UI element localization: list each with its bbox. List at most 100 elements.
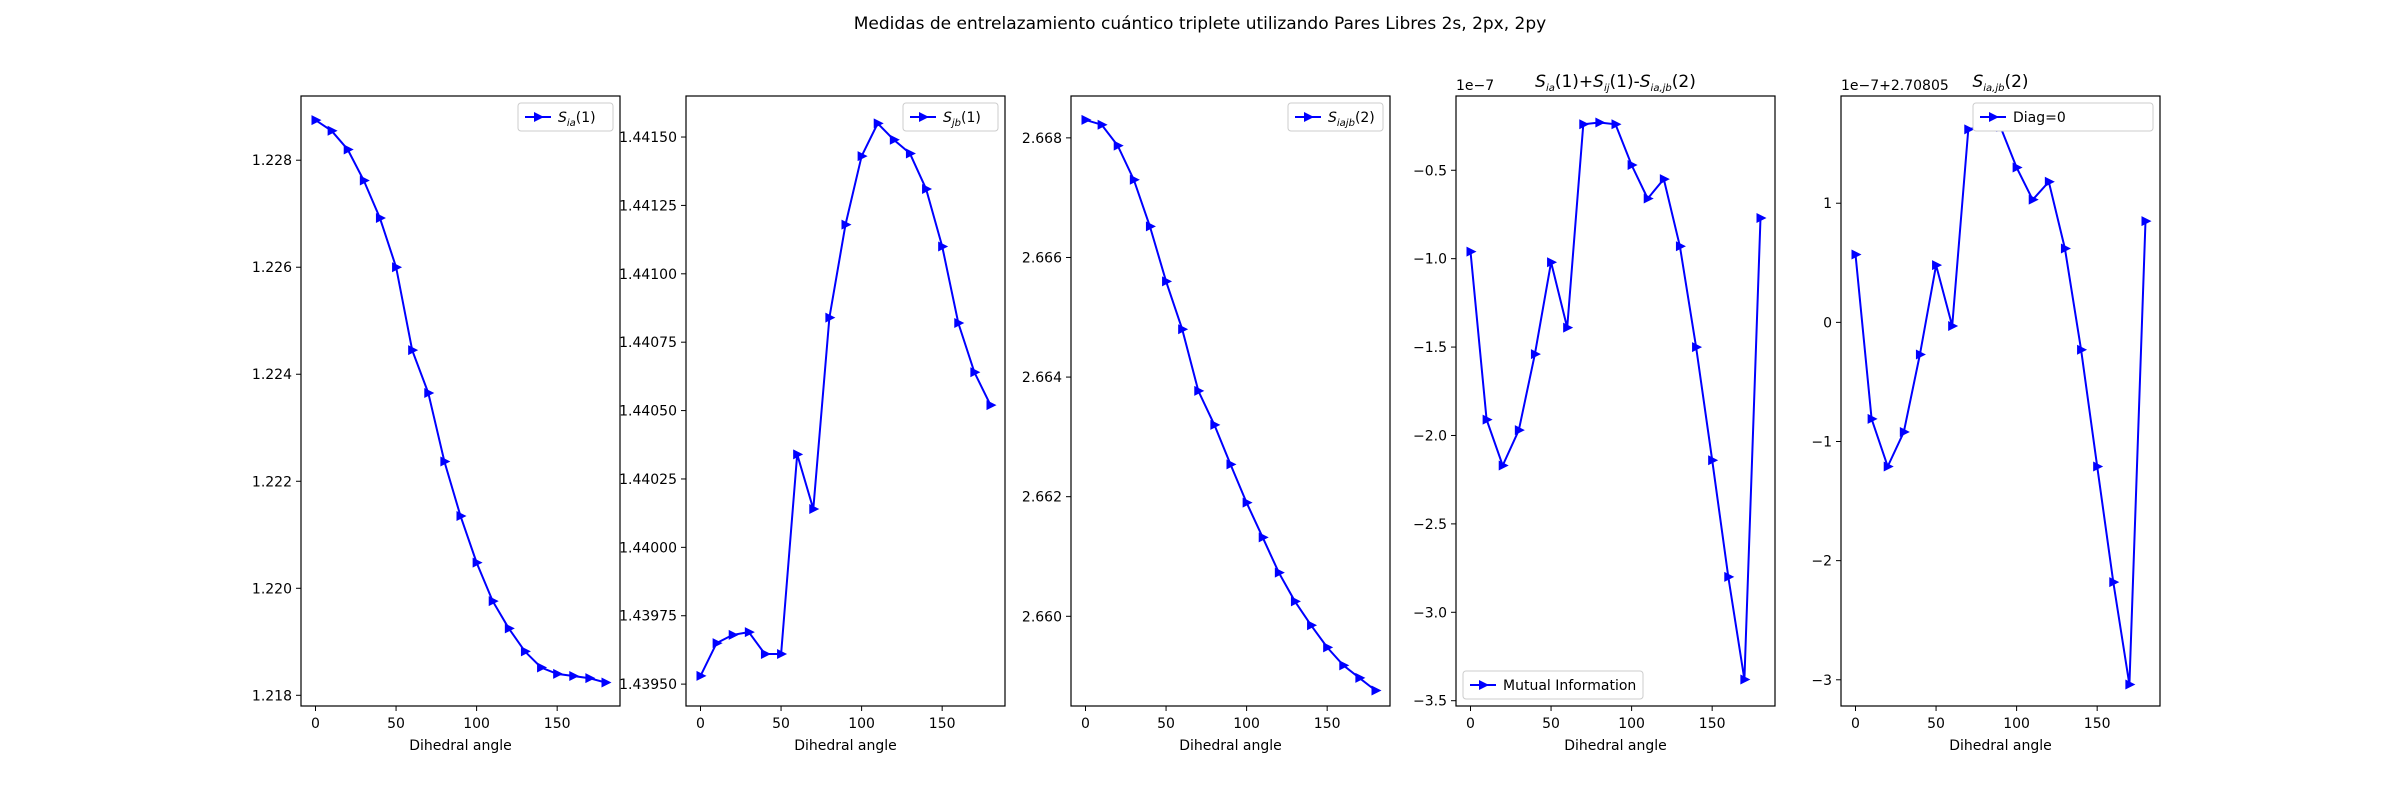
x-tick-label: 150 bbox=[544, 716, 571, 732]
plot-area-1 bbox=[300, 95, 621, 707]
plot-area-5 bbox=[1840, 95, 2161, 707]
y-tick-label: 2.668 bbox=[1022, 131, 1062, 147]
data-point-marker bbox=[1339, 660, 1350, 671]
data-point-marker bbox=[922, 184, 933, 195]
data-point-marker bbox=[1867, 413, 1878, 424]
data-point-marker bbox=[343, 144, 354, 155]
y-tick-label: −3 bbox=[1811, 673, 1832, 689]
legend-4: Mutual Information bbox=[1462, 670, 1644, 700]
x-tick-label: 0 bbox=[1081, 716, 1090, 732]
x-tick-label: 0 bbox=[1851, 716, 1860, 732]
math-tail: (1)+ bbox=[1555, 72, 1593, 92]
data-point-marker bbox=[744, 627, 755, 638]
y-tick-label: 2.664 bbox=[1022, 370, 1062, 386]
markers-2 bbox=[696, 118, 997, 681]
y-tick-label: 0 bbox=[1823, 315, 1832, 331]
axes-frame bbox=[1070, 95, 1391, 707]
x-axis-label-3: Dihedral angle bbox=[1179, 738, 1282, 754]
data-point-marker bbox=[408, 345, 419, 356]
legend-marker bbox=[1304, 112, 1314, 122]
x-tick-label: 100 bbox=[1233, 716, 1260, 732]
y-ticks-4: −3.5 −3.0 −2.5 −2.0 −1.5 −1.0 −0.5 bbox=[1413, 163, 1456, 710]
math-main: S bbox=[1593, 72, 1604, 92]
data-point-marker bbox=[857, 151, 868, 162]
legend-2: Sjb(1) bbox=[902, 102, 999, 132]
y-tick-label: −0.5 bbox=[1413, 163, 1447, 179]
data-point-marker bbox=[1274, 567, 1285, 578]
x-tick-label: 150 bbox=[2084, 716, 2111, 732]
legend-1: Sia(1) bbox=[517, 102, 614, 132]
y-ticks-2: 1.43950 1.43975 1.44000 1.44025 1.44050 1.440… bbox=[619, 130, 686, 693]
y-tick-label: 1.43950 bbox=[619, 677, 677, 693]
markers-1 bbox=[311, 115, 612, 688]
markers-4 bbox=[1466, 117, 1767, 685]
data-point-marker bbox=[1899, 426, 1910, 437]
y-tick-label: 1.44125 bbox=[619, 198, 677, 214]
data-point-marker bbox=[1579, 119, 1590, 130]
data-point-marker bbox=[777, 649, 788, 660]
data-point-marker bbox=[569, 671, 580, 682]
data-point-marker bbox=[1307, 620, 1318, 631]
y-tick-label: −1 bbox=[1811, 435, 1832, 451]
x-tick-label: 0 bbox=[311, 716, 320, 732]
plot-area-2 bbox=[685, 95, 1006, 707]
y-tick-label: 1.228 bbox=[252, 153, 292, 169]
y-tick-label: 1.224 bbox=[252, 367, 292, 383]
data-point-marker bbox=[424, 387, 435, 398]
data-point-marker bbox=[1547, 257, 1558, 268]
data-point-marker bbox=[970, 367, 981, 378]
figure-suptitle: Medidas de entrelazamiento cuántico trip… bbox=[854, 14, 1546, 34]
data-point-marker bbox=[1178, 324, 1189, 335]
y-tick-label: 2.660 bbox=[1022, 609, 1062, 625]
data-point-marker bbox=[728, 629, 739, 640]
data-point-marker bbox=[1355, 672, 1366, 683]
x-tick-label: 150 bbox=[1314, 716, 1341, 732]
legend-box bbox=[517, 102, 614, 132]
data-point-marker bbox=[392, 262, 403, 273]
x-tick-label: 50 bbox=[387, 716, 405, 732]
x-ticks-4: 0 50 100 150 bbox=[1466, 706, 1726, 732]
y-tick-label: 1.44025 bbox=[619, 472, 677, 488]
data-point-marker bbox=[1851, 249, 1862, 260]
math-tail: (2) bbox=[1672, 72, 1696, 92]
data-point-marker bbox=[1081, 114, 1092, 125]
y-tick-label: 1.44150 bbox=[619, 130, 677, 146]
data-point-marker bbox=[2028, 194, 2039, 205]
math-main: S bbox=[1535, 72, 1546, 92]
x-tick-label: 100 bbox=[1618, 716, 1645, 732]
legend-box bbox=[902, 102, 999, 132]
data-point-marker bbox=[2109, 577, 2120, 588]
data-point-marker bbox=[954, 318, 965, 329]
axes-frame bbox=[300, 95, 621, 707]
x-tick-label: 50 bbox=[1157, 716, 1175, 732]
data-point-marker bbox=[1145, 221, 1156, 232]
data-point-marker bbox=[1915, 349, 1926, 360]
math-sub: ia,jb bbox=[1651, 83, 1672, 94]
y-tick-label: 1 bbox=[1823, 196, 1832, 212]
y-tick-label: 1.218 bbox=[252, 688, 292, 704]
math-sub: ia,jb bbox=[1983, 83, 2004, 94]
data-point-marker bbox=[1724, 571, 1735, 582]
subplot-3: 0 50 100 150 2.660 2.662 2.664 2.666 2.668 Dihe… bbox=[1022, 95, 1391, 754]
data-point-marker bbox=[1258, 532, 1269, 543]
data-point-marker bbox=[938, 241, 949, 252]
data-point-marker bbox=[1290, 596, 1301, 607]
data-point-marker bbox=[504, 623, 515, 634]
y-tick-label: 1.220 bbox=[252, 581, 292, 597]
data-point-marker bbox=[809, 504, 820, 515]
legend-5: Diag=0 bbox=[1972, 102, 2154, 132]
x-tick-label: 50 bbox=[772, 716, 790, 732]
data-point-marker bbox=[1692, 342, 1703, 353]
subplot-4: 0 50 100 150 −3.5 −3.0 −2.5 −2.0 −1.5 −1.0 −0.5 D… bbox=[1413, 72, 1776, 754]
y-tick-label: 1.44075 bbox=[619, 335, 677, 351]
data-point-marker bbox=[1756, 213, 1767, 223]
x-tick-label: 0 bbox=[1466, 716, 1475, 732]
subplot-title-4: Sia(1)+Sij(1)-Sia,jb(2) bbox=[1535, 72, 1696, 94]
data-point-marker bbox=[2060, 243, 2071, 254]
data-point-marker bbox=[1883, 461, 1894, 472]
x-axis-label-5: Dihedral angle bbox=[1949, 738, 2052, 754]
markers-3 bbox=[1081, 114, 1382, 696]
math-main: S bbox=[1640, 72, 1651, 92]
y-tick-label: 1.44000 bbox=[619, 540, 677, 556]
